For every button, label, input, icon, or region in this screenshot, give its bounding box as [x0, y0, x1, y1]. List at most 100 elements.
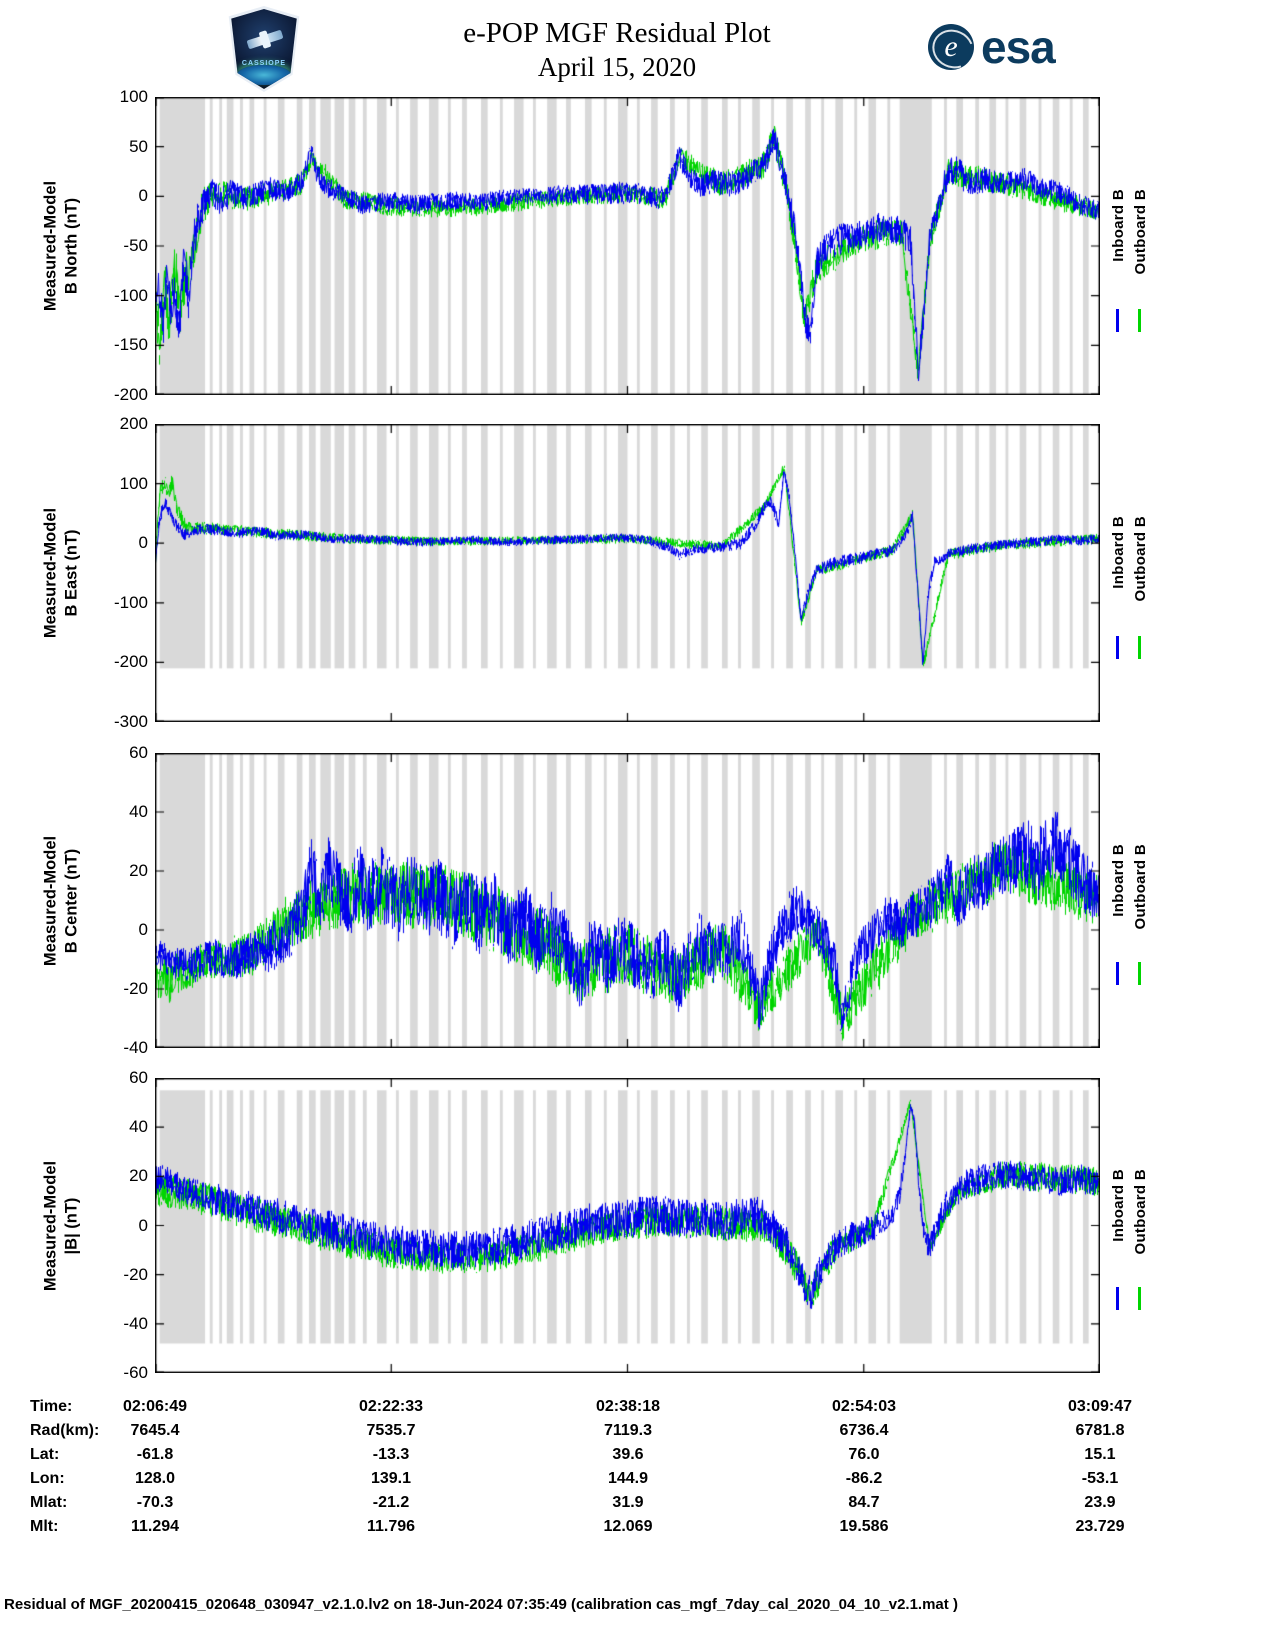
- row-label: Time:: [30, 1398, 73, 1415]
- table-cell: 03:09:47: [1067, 1398, 1133, 1415]
- y-tick-label: -40: [123, 1038, 148, 1057]
- table-cell: -13.3: [372, 1446, 410, 1463]
- y-tick-label: -50: [123, 236, 148, 255]
- y-axis-label-line1: Measured-Model: [41, 507, 60, 639]
- table-cell: 11.294: [130, 1518, 180, 1535]
- legend-inboard-label: Inboard B: [1110, 189, 1127, 263]
- table-cell: 31.9: [612, 1494, 644, 1511]
- earth-icon: [237, 65, 291, 85]
- table-cell: -21.2: [372, 1494, 410, 1511]
- y-ticks-b-center: 60 40 20 0 -20 -40: [52, 743, 148, 1057]
- y-ticks-b-east: 200 100 0 -100 -200 -300: [52, 414, 148, 731]
- y-tick-label: 100: [119, 473, 148, 493]
- legend-inboard-line: [1116, 635, 1119, 659]
- legend-inboard-line: [1116, 1287, 1119, 1311]
- y-tick-label: -100: [113, 592, 148, 612]
- y-tick-label: 0: [138, 186, 148, 206]
- chart-date: April 15, 2020: [537, 51, 697, 82]
- row-label: Mlt:: [30, 1518, 59, 1535]
- table-cell: 11.796: [366, 1518, 416, 1535]
- table-cell: 02:22:33: [358, 1398, 424, 1415]
- legend-b-center: Inboard B Outboard B: [1106, 753, 1172, 1048]
- y-axis-label-line1: Measured-Model: [41, 1160, 60, 1291]
- table-cell: 6781.8: [1075, 1422, 1125, 1439]
- esa-wordmark: esa: [981, 21, 1056, 73]
- footer-filename: Residual of MGF_20200415_020648_030947_v…: [4, 1596, 958, 1613]
- legend-inboard-label: Inboard B: [1110, 844, 1127, 918]
- y-axis-label-line2: B North (nT): [63, 197, 81, 295]
- y-tick-label: -60: [123, 1363, 148, 1382]
- y-axis-label-line1: Measured-Model: [41, 180, 60, 312]
- table-cell: 6736.4: [839, 1422, 889, 1439]
- plot-canvas-b-north: [155, 97, 1100, 395]
- table-row-lon: Lon: 128.0 139.1 144.9 -86.2 -53.1: [0, 1470, 1275, 1494]
- y-tick-label: 0: [138, 1215, 148, 1235]
- legend-outboard-label: Outboard B: [1132, 189, 1149, 275]
- cassiope-patch-logo: CASSIOPE: [228, 6, 300, 92]
- y-axis-label-b-center: Measured-Model B Center (nT): [41, 835, 84, 965]
- legend-b-east: Inboard B Outboard B: [1106, 424, 1172, 722]
- esa-emblem-icon: e: [928, 24, 974, 70]
- y-axis-label-line2: |B| (nT): [63, 1197, 81, 1254]
- y-tick-label: 40: [129, 802, 148, 821]
- y-tick-label: 60: [129, 743, 148, 762]
- y-axis-label-b-magnitude: Measured-Model |B| (nT): [41, 1160, 84, 1290]
- y-tick-label: 0: [138, 533, 148, 553]
- table-cell: -86.2: [845, 1470, 883, 1487]
- row-label: Mlat:: [30, 1494, 68, 1511]
- row-label: Lat:: [30, 1446, 60, 1463]
- legend-outboard-line: [1138, 962, 1141, 986]
- table-row-lat: Lat: -61.8 -13.3 39.6 76.0 15.1: [0, 1446, 1275, 1470]
- y-tick-label: 20: [129, 861, 148, 880]
- legend-outboard-line: [1138, 308, 1141, 332]
- legend-inboard-line: [1116, 962, 1119, 986]
- y-tick-label: -100: [113, 285, 148, 305]
- table-cell: 139.1: [370, 1470, 412, 1487]
- table-cell: 02:54:03: [831, 1398, 897, 1415]
- table-cell: 128.0: [134, 1470, 176, 1487]
- table-cell: -61.8: [136, 1446, 174, 1463]
- y-tick-label: -20: [123, 979, 148, 998]
- y-axis-label-line2: B East (nT): [63, 529, 81, 617]
- table-cell: 19.586: [839, 1518, 889, 1535]
- y-tick-label: -150: [113, 335, 148, 355]
- cassiope-patch-inner: CASSIOPE: [231, 9, 297, 89]
- row-label: Lon:: [30, 1470, 65, 1487]
- y-tick-label: 100: [119, 87, 148, 106]
- y-axis-label-b-east: Measured-Model B East (nT): [41, 508, 84, 638]
- table-cell: 39.6: [612, 1446, 644, 1463]
- y-tick-label: 60: [129, 1068, 148, 1087]
- y-axis-label-line1: Measured-Model: [41, 835, 60, 966]
- table-cell: 7645.4: [130, 1422, 180, 1439]
- legend-outboard-line: [1138, 635, 1141, 659]
- table-row-mlat: Mlat: -70.3 -21.2 31.9 84.7 23.9: [0, 1494, 1275, 1518]
- esa-logo: e esa: [928, 20, 1056, 74]
- y-tick-label: -300: [113, 712, 148, 731]
- legend-b-north: Inboard B Outboard B: [1106, 97, 1172, 395]
- table-cell: -53.1: [1081, 1470, 1119, 1487]
- y-axis-label-line2: B Center (nT): [63, 848, 81, 953]
- y-tick-label: -40: [123, 1313, 148, 1333]
- legend-inboard-label: Inboard B: [1110, 516, 1127, 590]
- table-cell: 144.9: [607, 1470, 649, 1487]
- plot-canvas-b-east: [155, 424, 1100, 722]
- y-axis-label-b-north: Measured-Model B North (nT): [41, 181, 84, 311]
- legend-inboard-line: [1116, 308, 1119, 332]
- chart-title: e-POP MGF Residual Plot: [463, 17, 771, 49]
- row-label: Rad(km):: [30, 1422, 100, 1439]
- legend-outboard-label: Outboard B: [1132, 1169, 1149, 1255]
- title-block: e-POP MGF Residual Plot April 15, 2020: [0, 16, 1234, 85]
- y-ticks-b-north: 100 50 0 -50 -100 -150 -200: [52, 87, 148, 404]
- table-cell: 12.069: [603, 1518, 653, 1535]
- y-tick-label: -20: [123, 1264, 148, 1284]
- y-tick-label: 0: [138, 920, 148, 939]
- legend-b-magnitude: Inboard B Outboard B: [1106, 1078, 1172, 1373]
- y-tick-label: 20: [129, 1166, 148, 1186]
- legend-outboard-label: Outboard B: [1132, 844, 1149, 930]
- plot-canvas-b-magnitude: [155, 1078, 1100, 1373]
- y-tick-label: 40: [129, 1117, 148, 1137]
- plot-canvas-b-center: [155, 753, 1100, 1048]
- table-row-time: Time: 02:06:49 02:22:33 02:38:18 02:54:0…: [0, 1398, 1275, 1422]
- legend-inboard-label: Inboard B: [1110, 1169, 1127, 1243]
